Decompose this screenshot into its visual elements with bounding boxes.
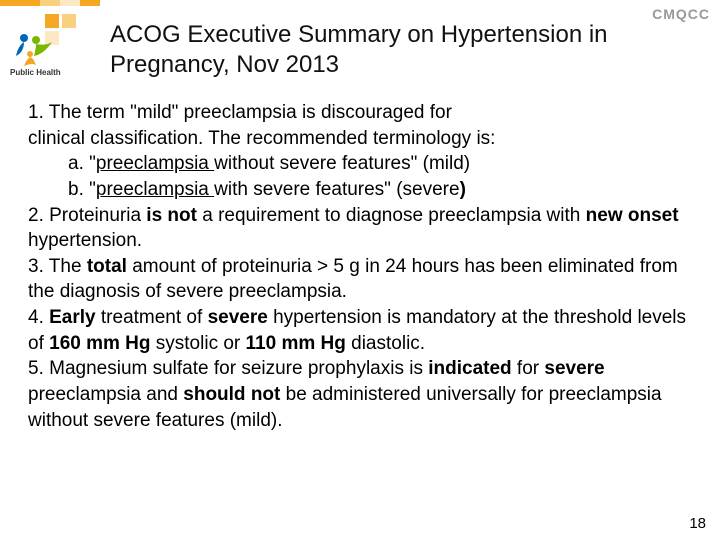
accent-seg bbox=[60, 0, 80, 6]
slide-body: 1. The term "mild" preeclampsia is disco… bbox=[28, 100, 692, 433]
page-number: 18 bbox=[689, 515, 706, 532]
body-subitem: a. "preeclampsia without severe features… bbox=[28, 151, 692, 177]
body-line: 4. Early treatment of severe hypertensio… bbox=[28, 305, 692, 356]
accent-seg bbox=[0, 0, 40, 6]
logo-left-label: Public Health bbox=[10, 68, 61, 77]
body-line: 2. Proteinuria is not a requirement to d… bbox=[28, 203, 692, 254]
logo-square-icon bbox=[45, 14, 59, 28]
body-subitem: b. "preeclampsia with severe features" (… bbox=[28, 177, 692, 203]
slide-title: ACOG Executive Summary on Hypertension i… bbox=[110, 20, 670, 80]
family-figure-icon bbox=[10, 32, 58, 68]
body-line: 3. The total amount of proteinuria > 5 g… bbox=[28, 254, 692, 305]
accent-seg bbox=[80, 0, 100, 6]
body-line: clinical classification. The recommended… bbox=[28, 126, 692, 152]
accent-bar bbox=[0, 0, 720, 6]
public-health-logo: Public Health bbox=[10, 14, 90, 74]
body-line: 5. Magnesium sulfate for seizure prophyl… bbox=[28, 356, 692, 433]
accent-seg bbox=[40, 0, 60, 6]
logo-square-icon bbox=[62, 14, 76, 28]
body-line: 1. The term "mild" preeclampsia is disco… bbox=[28, 100, 692, 126]
